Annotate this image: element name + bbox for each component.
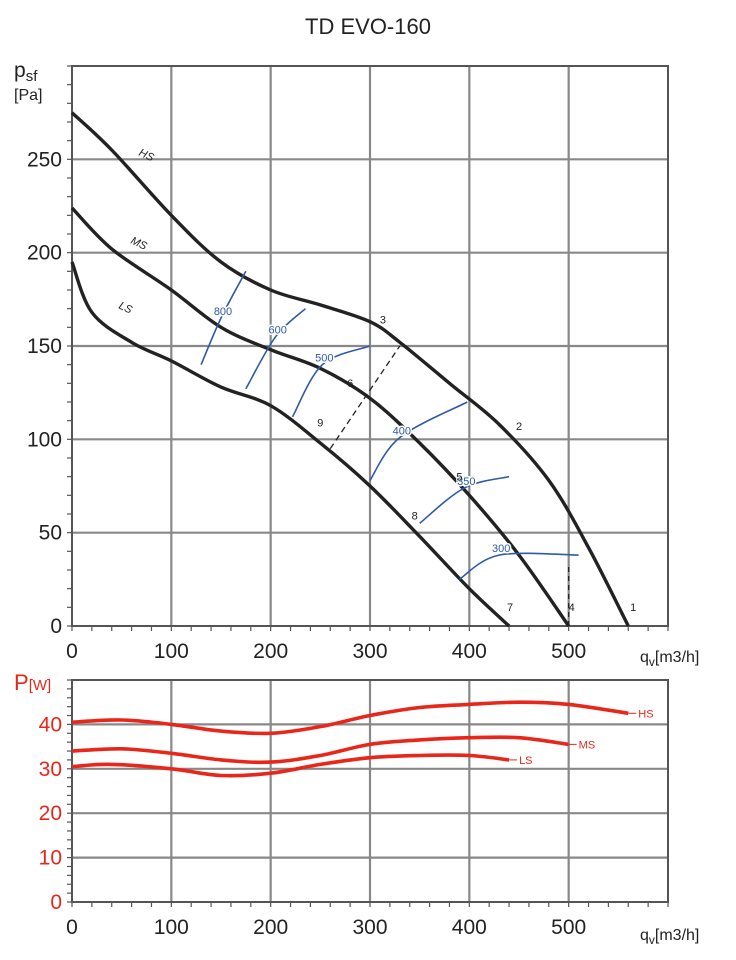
pressure-series-label-ls: LS — [117, 300, 135, 317]
rpm-label-300: 300 — [492, 543, 510, 555]
pressure-ytick-label: 250 — [27, 148, 62, 171]
operating-point-1: 1 — [630, 602, 636, 614]
power-ytick-label: 10 — [39, 847, 62, 870]
operating-point-4: 4 — [569, 602, 575, 614]
power-curve-ls — [71, 753, 510, 778]
operating-point-9: 9 — [317, 417, 323, 429]
rpm-label-400: 400 — [393, 425, 411, 437]
power-series-label-ms: MS — [579, 739, 596, 751]
pressure-ytick-label: 150 — [27, 335, 62, 358]
pressure-series-label-ms: MS — [129, 235, 150, 253]
pressure-xtick-label: 200 — [253, 640, 288, 663]
rpm-curve-800 — [200, 270, 247, 366]
power-xtick-label: 400 — [452, 916, 487, 939]
pressure-series-label-hs: HS — [137, 147, 157, 165]
power-ytick-label: 30 — [39, 758, 62, 781]
power-xtick-label: 100 — [154, 916, 189, 939]
pressure-xlabel: qv[m3/h] — [640, 649, 699, 669]
pressure-ylabel-unit: [Pa] — [14, 87, 42, 104]
pressure-curve-ls — [70, 261, 511, 628]
power-xtick-label: 200 — [253, 916, 288, 939]
pressure-xtick-label: 400 — [452, 640, 487, 663]
operating-point-2: 2 — [516, 421, 522, 433]
rpm-curve-400 — [369, 401, 468, 481]
rpm-curve-500 — [291, 345, 371, 418]
operating-point-7: 7 — [507, 602, 513, 614]
power-series-label-hs: HS — [638, 708, 653, 720]
pressure-ytick-label: 100 — [27, 428, 62, 451]
power-curve-hs — [71, 700, 629, 736]
power-ylabel: P[W] — [14, 670, 51, 695]
power-xtick-label: 500 — [551, 916, 586, 939]
power-xtick-label: 300 — [352, 916, 387, 939]
rpm-label-600: 600 — [268, 325, 286, 337]
pressure-curve-hs — [70, 111, 630, 627]
rpm-curve-300 — [458, 552, 579, 580]
chart-title: TD EVO-160 — [305, 14, 431, 39]
power-series-label-ls: LS — [519, 755, 532, 767]
rpm-curve-600 — [245, 308, 306, 390]
rpm-label-500: 500 — [315, 353, 333, 365]
power-xtick-label: 0 — [66, 916, 78, 939]
rpm-curve-350 — [419, 475, 510, 524]
rpm-label-800: 800 — [214, 306, 232, 318]
power-ytick-label: 40 — [39, 713, 62, 736]
operating-point-5: 5 — [456, 471, 462, 483]
pressure-curve-ms — [70, 206, 571, 627]
pressure-ytick-label: 200 — [27, 242, 62, 265]
pressure-ylabel-symbol: psf — [14, 59, 38, 85]
operating-point-6: 6 — [347, 378, 353, 390]
pressure-xtick-label: 0 — [66, 640, 78, 663]
power-ytick-label: 0 — [50, 891, 62, 914]
pressure-ytick-label: 0 — [50, 615, 62, 638]
power-plot-frame — [71, 679, 669, 903]
pressure-plot-frame — [71, 65, 669, 627]
operating-point-3: 3 — [380, 315, 386, 327]
pressure-xtick-label: 300 — [352, 640, 387, 663]
pressure-ytick-label: 50 — [39, 522, 62, 545]
operating-point-8: 8 — [412, 511, 418, 523]
system-line-dashed — [329, 345, 401, 450]
pressure-xtick-label: 500 — [551, 640, 586, 663]
power-xlabel: qv[m3/h] — [640, 927, 699, 947]
pressure-xtick-label: 100 — [154, 640, 189, 663]
power-ytick-label: 20 — [39, 802, 62, 825]
rpm-label-350: 350 — [457, 476, 475, 488]
power-curve-ms — [71, 735, 569, 765]
